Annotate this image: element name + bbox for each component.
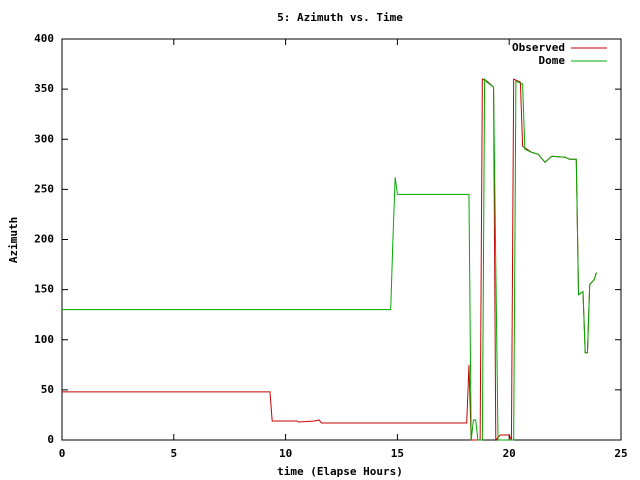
chart-title: 5: Azimuth vs. Time [277, 11, 403, 24]
y-tick-label: 100 [34, 333, 54, 346]
series-line [62, 78, 597, 442]
y-tick-label: 400 [34, 32, 54, 45]
y-tick-label: 300 [34, 132, 54, 145]
x-tick-label: 20 [503, 447, 516, 460]
y-tick-label: 0 [47, 433, 54, 446]
x-tick-label: 25 [614, 447, 627, 460]
legend-label: Observed [512, 41, 565, 54]
y-axis-label: Azimuth [7, 217, 20, 263]
y-tick-label: 250 [34, 182, 54, 195]
x-tick-label: 10 [279, 447, 292, 460]
x-tick-label: 15 [391, 447, 404, 460]
y-tick-label: 200 [34, 233, 54, 246]
legend-label: Dome [539, 54, 566, 67]
plot-frame [61, 38, 622, 441]
series-line [62, 77, 597, 441]
y-tick-label: 350 [34, 82, 54, 95]
y-tick-label: 50 [41, 383, 54, 396]
x-tick-label: 0 [59, 447, 66, 460]
x-axis-label: time (Elapse Hours) [277, 465, 403, 478]
x-tick-label: 5 [170, 447, 177, 460]
y-tick-label: 150 [34, 283, 54, 296]
